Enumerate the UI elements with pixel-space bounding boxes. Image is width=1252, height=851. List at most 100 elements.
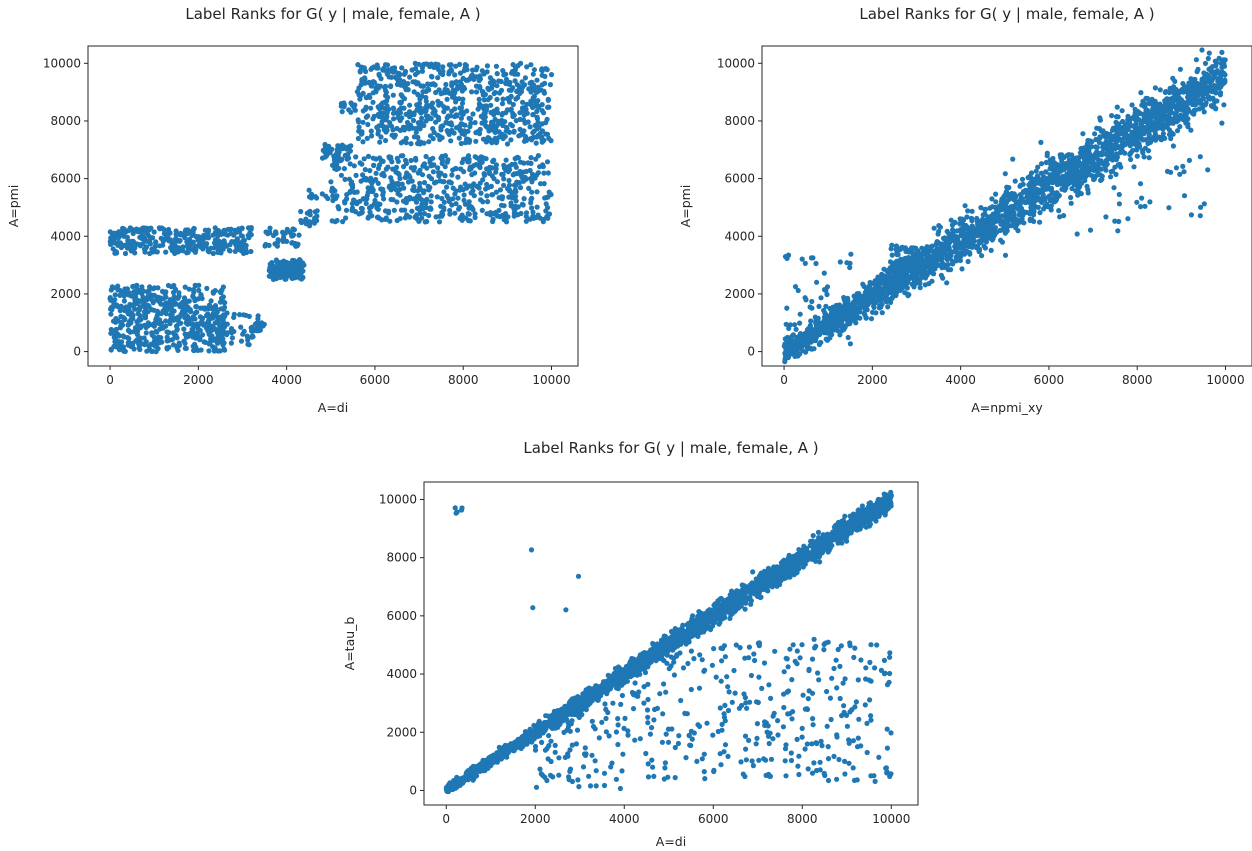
data-point <box>266 242 272 248</box>
data-point <box>1200 96 1206 102</box>
data-point <box>421 180 428 186</box>
data-point <box>171 294 177 300</box>
data-point <box>965 258 971 265</box>
data-point <box>416 139 422 145</box>
data-point <box>120 225 126 231</box>
data-point <box>449 80 455 86</box>
data-point <box>456 135 462 141</box>
data-point <box>140 233 146 239</box>
data-point <box>178 231 184 237</box>
data-point <box>424 165 430 171</box>
data-point <box>302 219 308 225</box>
data-point <box>344 196 350 202</box>
data-point <box>452 90 458 96</box>
data-point <box>320 147 326 153</box>
data-point <box>529 179 535 185</box>
data-point <box>500 110 506 117</box>
data-point <box>397 127 403 133</box>
data-point <box>902 290 908 296</box>
data-point <box>383 166 389 172</box>
data-point <box>146 343 152 349</box>
data-point <box>128 293 134 299</box>
data-point <box>1040 194 1046 200</box>
data-point <box>500 119 506 125</box>
data-point <box>478 103 484 109</box>
data-point <box>476 185 482 191</box>
data-point <box>950 227 956 233</box>
data-point <box>530 71 536 77</box>
data-point <box>435 165 441 171</box>
data-point <box>312 215 318 221</box>
data-point <box>206 302 213 308</box>
data-point <box>193 304 200 310</box>
data-point <box>1115 114 1121 120</box>
data-point <box>833 320 840 326</box>
data-point <box>493 162 499 168</box>
data-point <box>528 155 534 161</box>
data-point <box>924 260 931 266</box>
data-point <box>924 245 931 252</box>
data-point <box>410 117 417 124</box>
data-point <box>274 240 281 246</box>
data-point <box>125 327 131 334</box>
data-point <box>335 204 341 210</box>
data-point <box>866 290 872 296</box>
data-point <box>512 203 518 209</box>
data-point <box>459 121 466 127</box>
data-point <box>208 298 214 304</box>
data-point <box>184 229 190 235</box>
data-point <box>108 330 114 336</box>
y-tick-label: 6000 <box>50 172 81 186</box>
data-point <box>201 321 208 327</box>
data-point <box>862 300 869 306</box>
data-point <box>122 316 128 323</box>
data-point <box>478 190 484 196</box>
data-point <box>140 288 146 294</box>
data-point <box>1221 102 1227 108</box>
data-point <box>1142 145 1148 151</box>
data-point <box>341 166 347 172</box>
data-point <box>380 158 386 164</box>
data-point <box>496 78 502 84</box>
data-point <box>539 134 545 140</box>
data-point <box>371 113 377 119</box>
data-point <box>173 228 179 234</box>
data-point <box>1018 200 1024 206</box>
data-point <box>221 306 227 312</box>
data-point <box>398 92 404 98</box>
data-point <box>1209 77 1215 83</box>
data-point <box>210 306 216 312</box>
data-point <box>145 296 151 302</box>
data-point <box>1035 204 1041 210</box>
data-point <box>373 176 379 183</box>
data-point <box>1119 138 1125 144</box>
y-tick-label: 0 <box>73 345 81 359</box>
data-point <box>486 128 492 134</box>
data-point <box>547 82 554 88</box>
data-point <box>353 172 359 178</box>
data-point <box>990 236 996 242</box>
data-point <box>491 176 497 182</box>
data-point <box>501 182 507 188</box>
scatter-points <box>107 60 555 355</box>
data-point <box>965 226 971 232</box>
data-point <box>785 350 791 356</box>
data-point <box>471 193 477 199</box>
data-point <box>444 193 450 199</box>
data-point <box>441 189 447 195</box>
data-point <box>534 77 540 83</box>
data-point <box>1093 144 1099 150</box>
data-point <box>243 242 249 249</box>
data-point <box>944 237 950 243</box>
data-point <box>437 178 443 184</box>
data-point <box>1100 151 1106 157</box>
data-point <box>237 312 243 318</box>
data-point <box>491 157 497 163</box>
data-point <box>417 186 424 193</box>
data-point <box>421 61 427 67</box>
data-point <box>158 320 164 326</box>
data-point <box>137 304 143 310</box>
data-point <box>1152 85 1158 91</box>
data-point <box>1152 98 1158 104</box>
data-point <box>356 124 362 130</box>
